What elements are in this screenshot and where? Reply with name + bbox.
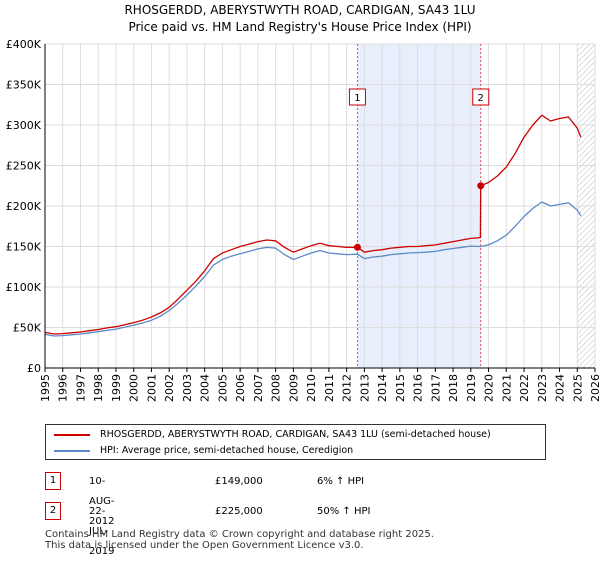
y-tick-label: £400K [6, 38, 42, 51]
y-tick-label: £150K [6, 241, 42, 254]
x-tick-label: 2005 [216, 374, 229, 402]
x-tick-label: 2017 [429, 374, 442, 402]
x-tick-label: 1997 [74, 374, 87, 402]
x-tick-label: 1998 [92, 374, 105, 402]
x-tick-label: 2009 [287, 374, 300, 402]
x-tick-label: 2016 [412, 374, 425, 402]
sale-point [477, 182, 485, 190]
sale-label: 1 [354, 93, 360, 104]
x-tick-label: 2003 [181, 374, 194, 402]
y-tick-label: £200K [6, 200, 42, 213]
footer-attribution: Contains HM Land Registry data © Crown c… [45, 529, 434, 551]
x-tick-label: 2021 [500, 374, 513, 402]
y-tick-label: £0 [27, 362, 41, 375]
y-tick-label: £250K [6, 160, 42, 173]
x-tick-label: 2002 [163, 374, 176, 402]
y-tick-label: £350K [6, 79, 42, 92]
legend-item-hpi: HPI: Average price, semi-detached house,… [54, 443, 353, 459]
x-tick-label: 2011 [323, 374, 336, 402]
sale-label: 2 [478, 93, 484, 104]
footer-licence: This data is licensed under the Open Gov… [45, 540, 364, 551]
legend-label-hpi: HPI: Average price, semi-detached house,… [100, 445, 354, 456]
x-tick-label: 2013 [358, 374, 371, 402]
y-tick-label: £50K [13, 322, 42, 335]
x-tick-label: 2018 [447, 374, 460, 402]
x-tick-label: 2000 [128, 374, 141, 402]
chart-legend: RHOSGERDD, ABERYSTWYTH ROAD, CARDIGAN, S… [45, 424, 546, 460]
property-price-line [44, 114, 582, 335]
x-tick-label: 2014 [376, 374, 389, 402]
x-tick-label: 2019 [465, 374, 478, 402]
x-tick-label: 2007 [252, 374, 265, 402]
legend-label-property: RHOSGERDD, ABERYSTWYTH ROAD, CARDIGAN, S… [100, 429, 491, 440]
transaction-hpi-change: 50% ↑ HPI [317, 506, 371, 517]
x-tick-label: 1995 [39, 374, 52, 402]
x-tick-label: 2026 [589, 374, 600, 402]
transaction-date: 22-JUL-2019 [89, 506, 115, 557]
x-tick-label: 2015 [394, 374, 407, 402]
y-tick-label: £100K [6, 281, 42, 294]
chart-title: RHOSGERDD, ABERYSTWYTH ROAD, CARDIGAN, S… [0, 2, 600, 36]
sale-point [353, 243, 361, 251]
legend-swatch-hpi [54, 449, 90, 452]
transaction-hpi-change: 6% ↑ HPI [317, 476, 365, 487]
transaction-price: £225,000 [215, 506, 263, 517]
transaction-marker: 1 [45, 472, 61, 490]
title-line-1: RHOSGERDD, ABERYSTWYTH ROAD, CARDIGAN, S… [124, 3, 476, 17]
x-tick-label: 2012 [341, 374, 354, 402]
footer-copyright: Contains HM Land Registry data © Crown c… [45, 529, 434, 540]
transaction-marker: 2 [45, 502, 61, 520]
sale-label-box [348, 88, 366, 106]
x-tick-label: 1996 [57, 374, 70, 402]
x-tick-label: 2022 [518, 374, 531, 402]
legend-item-property: RHOSGERDD, ABERYSTWYTH ROAD, CARDIGAN, S… [54, 427, 491, 443]
x-tick-label: 2023 [536, 374, 549, 402]
x-tick-label: 2025 [571, 374, 584, 402]
x-tick-label: 2004 [199, 374, 212, 402]
x-tick-label: 2010 [305, 374, 318, 402]
x-tick-label: 1999 [110, 374, 123, 402]
x-tick-label: 2020 [483, 374, 496, 402]
hpi-line [44, 201, 582, 337]
legend-swatch-property [54, 433, 90, 436]
x-tick-label: 2024 [554, 374, 567, 402]
transaction-price: £149,000 [215, 476, 263, 487]
title-line-2: Price paid vs. HM Land Registry's House … [128, 20, 472, 34]
x-tick-label: 2001 [145, 374, 158, 402]
y-tick-label: £300K [6, 119, 42, 132]
x-tick-label: 2006 [234, 374, 247, 402]
transaction-date: 10-AUG-2012 [89, 476, 115, 527]
sale-label-box [472, 88, 490, 106]
price-chart: 1 2 £0 £50K £100K £150K £200K £250K £300K £350K £… [6, 38, 600, 402]
x-tick-label: 2008 [270, 374, 283, 402]
